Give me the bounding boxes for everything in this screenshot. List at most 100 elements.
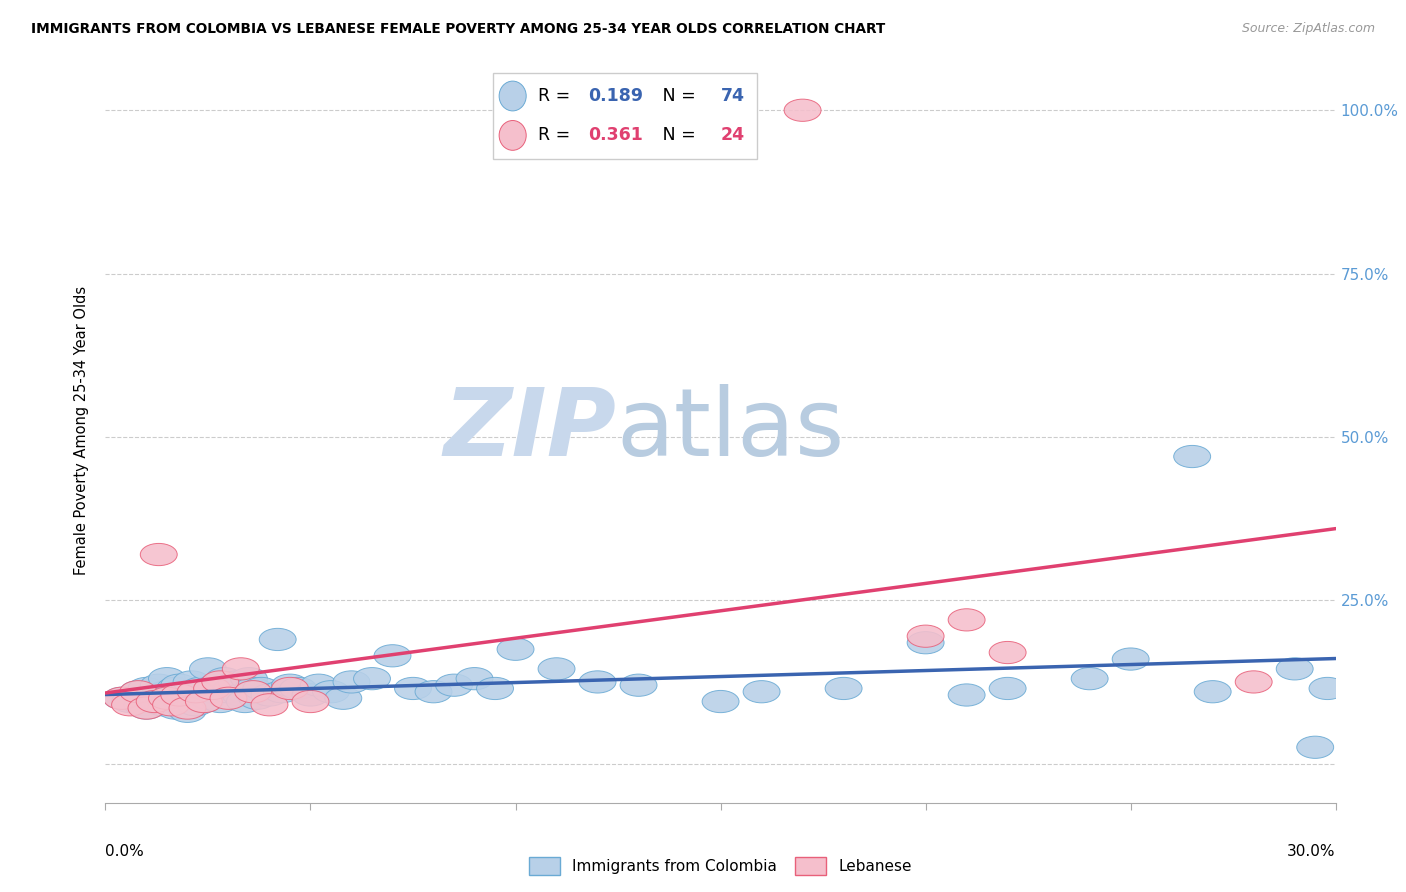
Ellipse shape	[160, 687, 198, 709]
Ellipse shape	[209, 681, 247, 703]
Ellipse shape	[333, 671, 370, 693]
Ellipse shape	[104, 687, 141, 709]
Ellipse shape	[271, 674, 308, 697]
Ellipse shape	[301, 674, 337, 697]
Ellipse shape	[1071, 667, 1108, 690]
Ellipse shape	[325, 687, 361, 709]
Ellipse shape	[235, 677, 271, 699]
Ellipse shape	[173, 671, 209, 693]
Ellipse shape	[194, 677, 231, 699]
Ellipse shape	[190, 657, 226, 680]
Ellipse shape	[907, 632, 943, 654]
Ellipse shape	[239, 687, 276, 709]
Ellipse shape	[292, 690, 329, 713]
Ellipse shape	[153, 690, 190, 713]
Ellipse shape	[280, 677, 316, 699]
Text: Source: ZipAtlas.com: Source: ZipAtlas.com	[1241, 22, 1375, 36]
Ellipse shape	[744, 681, 780, 703]
Ellipse shape	[436, 674, 472, 697]
Ellipse shape	[353, 667, 391, 690]
Ellipse shape	[263, 681, 301, 703]
Text: N =: N =	[645, 87, 700, 105]
Ellipse shape	[907, 625, 943, 648]
Text: 0.361: 0.361	[588, 127, 643, 145]
Text: 74: 74	[721, 87, 745, 105]
Ellipse shape	[104, 687, 141, 709]
Ellipse shape	[785, 99, 821, 121]
Ellipse shape	[243, 677, 280, 699]
Ellipse shape	[292, 684, 329, 706]
Ellipse shape	[111, 694, 149, 716]
Ellipse shape	[177, 694, 214, 716]
Ellipse shape	[165, 690, 202, 713]
Ellipse shape	[620, 674, 657, 697]
Y-axis label: Female Poverty Among 25-34 Year Olds: Female Poverty Among 25-34 Year Olds	[75, 285, 90, 575]
Ellipse shape	[1194, 681, 1232, 703]
Ellipse shape	[141, 543, 177, 566]
Text: atlas: atlas	[616, 384, 844, 476]
Ellipse shape	[1309, 677, 1346, 699]
Ellipse shape	[169, 697, 205, 719]
Ellipse shape	[149, 681, 186, 703]
Ellipse shape	[136, 684, 173, 706]
Ellipse shape	[169, 700, 205, 723]
Ellipse shape	[202, 671, 239, 693]
Ellipse shape	[145, 694, 181, 716]
Ellipse shape	[948, 684, 986, 706]
Ellipse shape	[209, 687, 247, 709]
Ellipse shape	[128, 697, 165, 719]
Ellipse shape	[1277, 657, 1313, 680]
Ellipse shape	[498, 638, 534, 660]
Ellipse shape	[538, 657, 575, 680]
Ellipse shape	[160, 684, 198, 706]
Ellipse shape	[415, 681, 451, 703]
Ellipse shape	[149, 687, 186, 709]
Ellipse shape	[222, 657, 259, 680]
Ellipse shape	[252, 684, 288, 706]
Ellipse shape	[948, 608, 986, 631]
Ellipse shape	[579, 671, 616, 693]
Ellipse shape	[235, 681, 271, 703]
Text: ZIP: ZIP	[443, 384, 616, 476]
Ellipse shape	[169, 681, 205, 703]
Ellipse shape	[136, 690, 173, 713]
Ellipse shape	[120, 681, 156, 703]
Ellipse shape	[111, 690, 149, 713]
Ellipse shape	[222, 684, 259, 706]
Ellipse shape	[499, 120, 526, 150]
Ellipse shape	[160, 674, 198, 697]
Ellipse shape	[149, 667, 186, 690]
Text: IMMIGRANTS FROM COLOMBIA VS LEBANESE FEMALE POVERTY AMONG 25-34 YEAR OLDS CORREL: IMMIGRANTS FROM COLOMBIA VS LEBANESE FEM…	[31, 22, 886, 37]
Ellipse shape	[226, 690, 263, 713]
Ellipse shape	[825, 677, 862, 699]
Ellipse shape	[186, 690, 222, 713]
Ellipse shape	[990, 677, 1026, 699]
Text: 24: 24	[721, 127, 745, 145]
Ellipse shape	[231, 667, 267, 690]
Ellipse shape	[153, 694, 190, 716]
Ellipse shape	[395, 677, 432, 699]
Ellipse shape	[477, 677, 513, 699]
FancyBboxPatch shape	[494, 73, 758, 159]
Ellipse shape	[190, 687, 226, 709]
Text: 30.0%: 30.0%	[1288, 844, 1336, 859]
Ellipse shape	[205, 667, 243, 690]
Ellipse shape	[702, 690, 740, 713]
Ellipse shape	[128, 697, 165, 719]
Ellipse shape	[202, 690, 239, 713]
Ellipse shape	[1112, 648, 1149, 670]
Ellipse shape	[177, 681, 214, 703]
Ellipse shape	[181, 677, 218, 699]
Ellipse shape	[186, 690, 222, 713]
Text: R =: R =	[538, 87, 576, 105]
Ellipse shape	[374, 645, 411, 667]
Text: 0.189: 0.189	[588, 87, 643, 105]
Ellipse shape	[214, 677, 252, 699]
Text: N =: N =	[645, 127, 700, 145]
Ellipse shape	[990, 641, 1026, 664]
Ellipse shape	[312, 681, 350, 703]
Ellipse shape	[218, 671, 254, 693]
Ellipse shape	[128, 677, 165, 699]
Text: R =: R =	[538, 127, 576, 145]
Ellipse shape	[1296, 736, 1334, 758]
